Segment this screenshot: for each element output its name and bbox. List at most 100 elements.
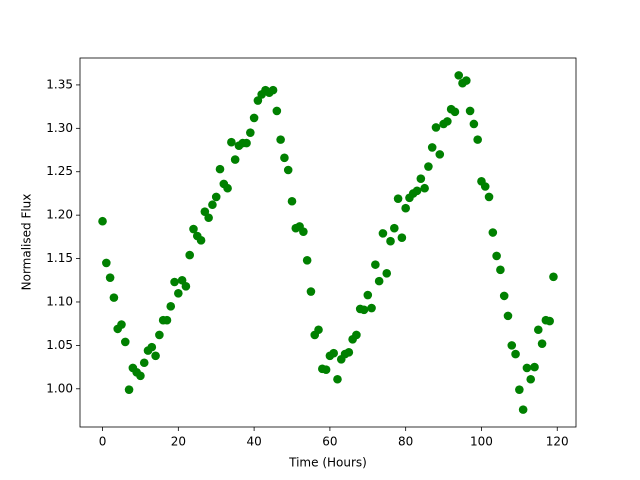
point	[382, 269, 392, 278]
point	[427, 143, 437, 152]
point	[136, 371, 145, 381]
plot-frame	[79, 57, 577, 428]
point	[102, 258, 111, 268]
point	[443, 117, 452, 126]
point	[412, 186, 422, 196]
point	[185, 250, 194, 260]
point	[287, 196, 297, 206]
point	[299, 227, 308, 236]
point	[386, 236, 395, 246]
x-axis-label: Time (Hours)	[288, 456, 367, 470]
point	[272, 106, 282, 116]
y-tick-label: 1.30	[46, 121, 73, 135]
point	[246, 128, 255, 137]
point	[393, 194, 403, 203]
point	[189, 224, 198, 234]
y-axis-label: Normalised Flux	[20, 194, 34, 291]
point	[329, 348, 338, 358]
point	[352, 330, 361, 340]
point	[181, 282, 191, 291]
point	[390, 223, 399, 233]
point	[469, 119, 479, 129]
point	[196, 236, 206, 245]
y-tick-label: 1.25	[46, 164, 73, 178]
x-tick-label: 20	[171, 435, 186, 449]
point	[480, 182, 490, 191]
point	[374, 276, 384, 286]
point	[371, 260, 380, 269]
point	[397, 233, 407, 243]
point	[363, 290, 373, 300]
point	[545, 316, 554, 326]
point	[276, 135, 285, 144]
x-tick-label: 100	[470, 435, 493, 449]
point	[306, 287, 316, 296]
point	[496, 265, 505, 275]
point	[378, 229, 388, 238]
point	[499, 291, 509, 301]
x-tick-label: 0	[99, 435, 107, 449]
point	[283, 165, 293, 175]
point	[530, 362, 539, 372]
point	[151, 351, 160, 361]
point	[359, 305, 369, 315]
point	[314, 325, 323, 335]
point	[204, 213, 213, 223]
x-tick-label: 120	[546, 435, 569, 449]
point	[242, 138, 251, 148]
point	[484, 192, 494, 202]
point	[420, 183, 429, 193]
y-tick-label: 1.35	[46, 77, 73, 91]
point	[174, 288, 183, 298]
point	[120, 337, 130, 347]
point	[435, 150, 445, 159]
point	[98, 216, 107, 226]
point	[211, 192, 221, 202]
point	[268, 85, 278, 95]
point	[249, 113, 259, 123]
point	[109, 293, 119, 302]
point	[522, 363, 532, 373]
point	[492, 251, 501, 261]
point	[462, 76, 471, 85]
x-tick-label: 40	[246, 435, 261, 449]
point	[367, 303, 376, 313]
x-tick-label: 80	[398, 435, 413, 449]
point	[454, 71, 464, 80]
y-tick-label: 1.05	[46, 338, 73, 352]
point	[424, 162, 433, 171]
point	[344, 348, 354, 357]
point	[321, 365, 331, 374]
point	[549, 272, 558, 282]
point	[117, 320, 126, 329]
point	[507, 341, 517, 350]
point	[215, 164, 225, 174]
point	[473, 135, 482, 144]
point	[416, 174, 426, 183]
point	[124, 385, 134, 394]
point	[230, 155, 240, 164]
point	[208, 200, 217, 210]
point	[155, 330, 164, 340]
point	[166, 302, 176, 311]
point	[488, 228, 498, 237]
point	[503, 311, 513, 321]
y-tick-label: 1.20	[46, 208, 73, 222]
point	[431, 123, 441, 132]
point	[105, 273, 115, 282]
point	[465, 106, 475, 116]
point	[162, 315, 172, 325]
point	[280, 153, 289, 163]
point	[537, 339, 547, 348]
point	[533, 325, 543, 335]
y-tick-label: 1.10	[46, 294, 73, 308]
y-tick-label: 1.00	[46, 381, 73, 395]
y-tick-label: 1.15	[46, 251, 73, 265]
point	[511, 349, 520, 359]
point	[401, 203, 410, 213]
point	[518, 405, 528, 414]
point	[223, 183, 232, 193]
point	[450, 107, 460, 117]
point	[227, 137, 236, 147]
